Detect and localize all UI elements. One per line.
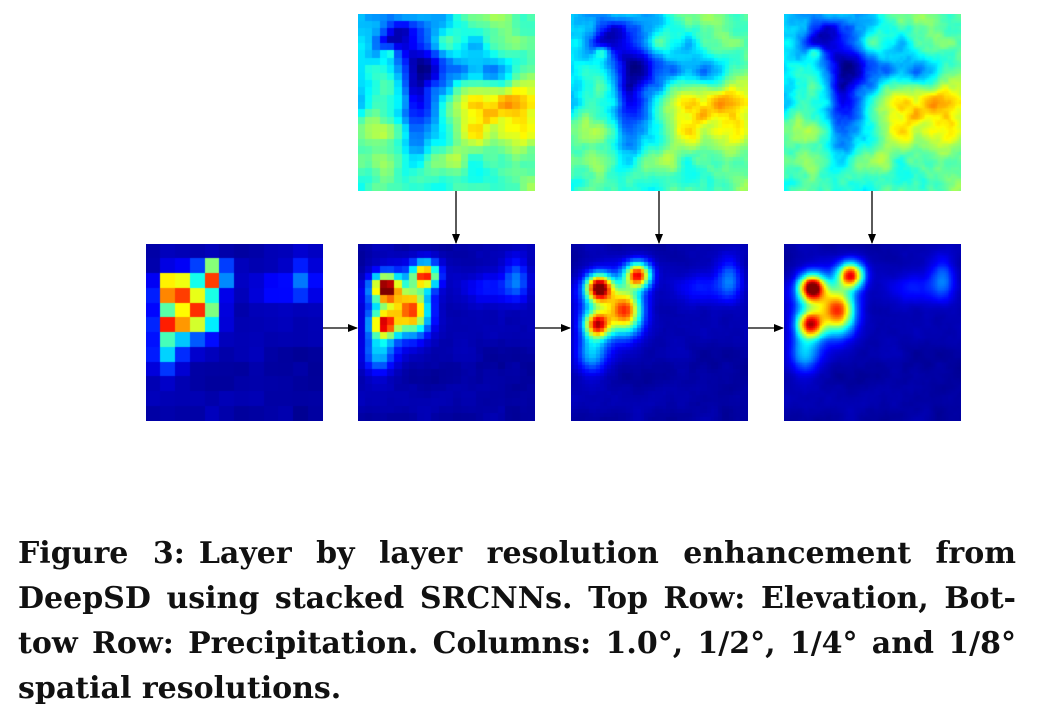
- precip-panel-quarter-degree-canvas: [571, 244, 748, 421]
- elevation-panel-quarter-degree-canvas: [571, 14, 748, 191]
- figure-caption-text: Layer by layer resolution enhancement fr…: [18, 536, 1016, 706]
- precip-panel-eighth-degree-canvas: [784, 244, 961, 421]
- figure-diagram: [146, 14, 961, 421]
- elevation-panel-half-degree-canvas: [358, 14, 535, 191]
- precip-panel-half-degree-canvas: [358, 244, 535, 421]
- figure-label: Figure 3:: [18, 536, 185, 571]
- precip-panel-one-degree-canvas: [146, 244, 323, 421]
- figure-caption: Figure 3: Layer by layer resolution enhan…: [18, 531, 1016, 711]
- elevation-panel-eighth-degree-canvas: [784, 14, 961, 191]
- figure: [146, 14, 961, 421]
